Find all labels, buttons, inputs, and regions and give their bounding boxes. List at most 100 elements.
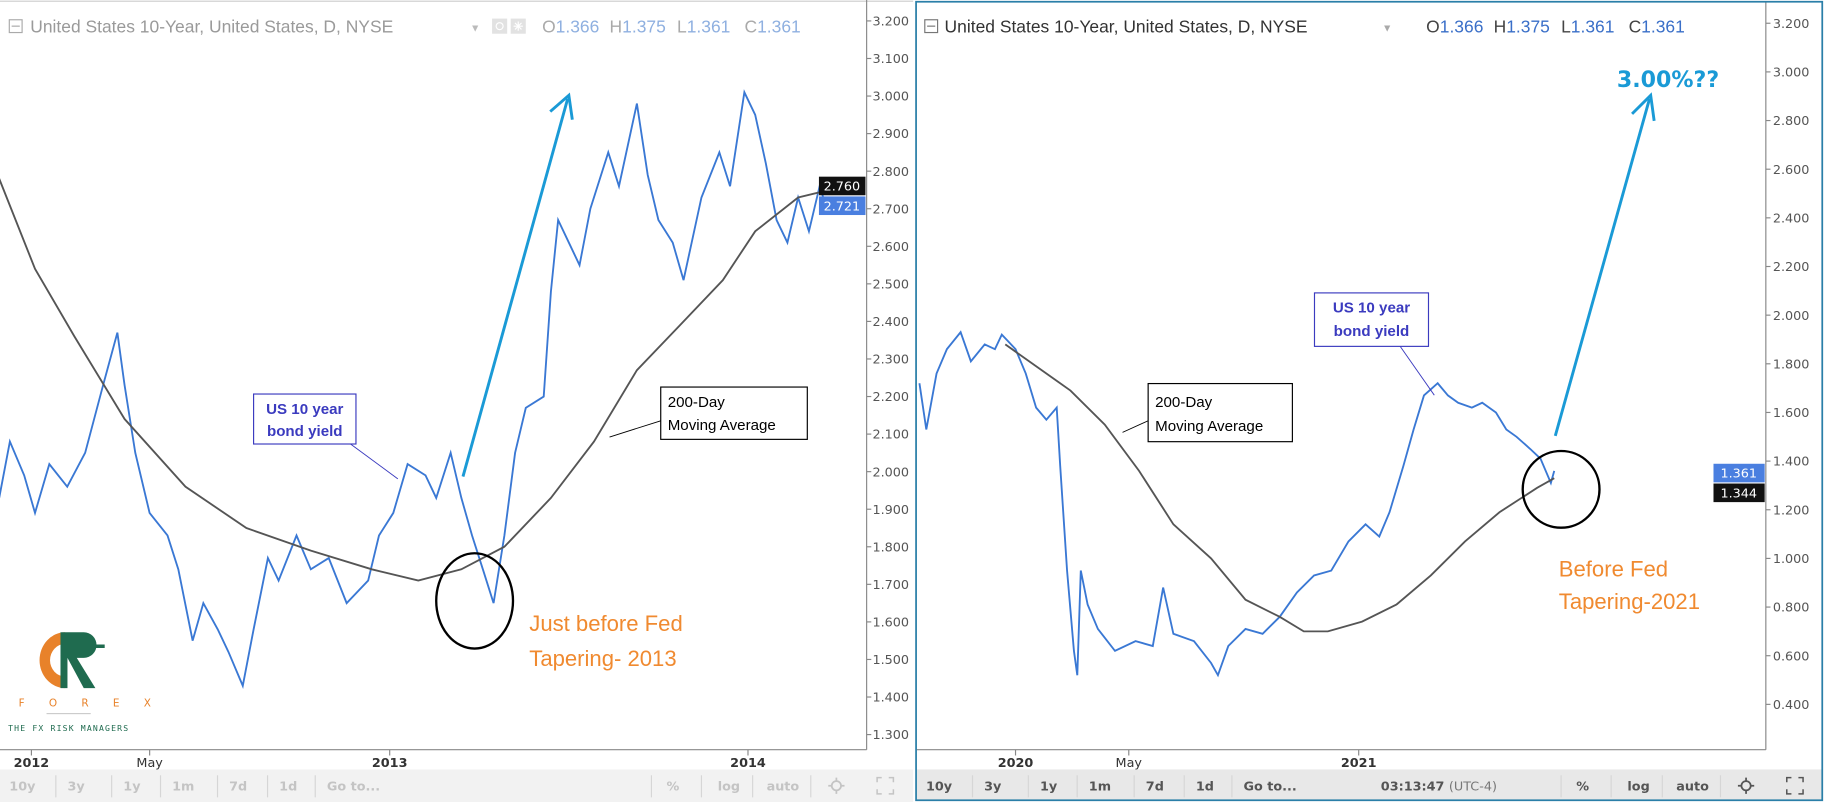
- x-tick-label: May: [1116, 756, 1143, 771]
- settings-gear-icon[interactable]: [828, 777, 845, 794]
- settings-gear-icon[interactable]: [1737, 777, 1755, 794]
- range-button-1y[interactable]: 1y: [123, 779, 141, 794]
- left-x-axis[interactable]: 2012 May 2013 2014: [14, 749, 766, 771]
- y-tick-label: 2.200: [1773, 260, 1810, 275]
- dropdown-caret-icon[interactable]: ▼: [470, 23, 480, 34]
- svg-text:Moving Average: Moving Average: [1155, 418, 1263, 435]
- left-y-axis[interactable]: 3.200 3.100 3.000 2.900 2.800 2.700 2.600 2.500…: [866, 15, 909, 744]
- svg-text:1.361: 1.361: [1720, 467, 1757, 482]
- visibility-icon[interactable]: [492, 18, 508, 34]
- ohlc-l: L1.361: [677, 17, 730, 37]
- svg-text:Just before Fed: Just before Fed: [529, 611, 682, 636]
- scale-button-auto[interactable]: auto: [767, 779, 800, 794]
- yield-leader-line: [348, 442, 399, 480]
- moving-average-line: [0, 178, 845, 582]
- svg-text:F O R E X: F O R E X: [19, 698, 162, 710]
- left-arrow-head: [549, 92, 574, 120]
- y-tick-label: 1.400: [872, 691, 909, 706]
- svg-text:bond yield: bond yield: [267, 423, 343, 440]
- crforex-logo: F O R E X THE FX RISK MANAGERS: [8, 632, 162, 733]
- range-button-10y[interactable]: 10y: [926, 779, 953, 794]
- fullscreen-icon[interactable]: [1786, 776, 1804, 795]
- yield-price-line: [0, 89, 846, 689]
- y-tick-label: 2.400: [1773, 212, 1810, 227]
- range-button-goto[interactable]: Go to...: [1244, 779, 1297, 794]
- range-button-1d[interactable]: 1d: [279, 779, 297, 794]
- clock-readout[interactable]: 03:13:47 (UTC-4): [1381, 779, 1497, 794]
- legend-collapse-icon[interactable]: [924, 19, 939, 34]
- x-tick-label: 2020: [998, 756, 1034, 771]
- left-ohlc-values: O1.366 H1.375 L1.361 C1.361: [542, 17, 801, 37]
- svg-text:2.721: 2.721: [824, 199, 861, 214]
- svg-text:1.344: 1.344: [1720, 486, 1757, 501]
- range-button-3y[interactable]: 3y: [984, 779, 1002, 794]
- yield-label-box: [1313, 292, 1430, 347]
- right-plot-area[interactable]: [918, 330, 1556, 678]
- right-x-axis[interactable]: 2020 May 2021: [998, 749, 1377, 771]
- range-button-1y[interactable]: 1y: [1040, 779, 1058, 794]
- ohlc-c: C1.361: [1629, 17, 1685, 37]
- y-tick-label: 2.000: [1773, 309, 1810, 324]
- scale-button-log[interactable]: log: [1627, 779, 1649, 794]
- ohlc-h: H1.375: [1494, 17, 1550, 37]
- right-bottom-toolbar: [916, 769, 1823, 801]
- range-button-1m[interactable]: 1m: [172, 779, 194, 794]
- ohlc-o: O1.366: [1426, 17, 1483, 37]
- svg-text:Before Fed: Before Fed: [1559, 557, 1668, 582]
- y-tick-label: 2.300: [872, 353, 909, 368]
- svg-text:THE FX RISK MANAGERS: THE FX RISK MANAGERS: [8, 723, 129, 733]
- y-tick-label: 1.800: [1773, 357, 1810, 372]
- y-tick-label: 0.800: [1773, 601, 1810, 616]
- ma-leader-line: [1122, 420, 1149, 433]
- legend-collapse-icon[interactable]: [8, 19, 23, 34]
- right-symbol-title[interactable]: United States 10-Year, United States, D,…: [945, 17, 1308, 37]
- left-last-price-tag: [818, 196, 866, 216]
- right-ohlc-values: O1.366 H1.375 L1.361 C1.361: [1426, 17, 1685, 37]
- scale-button-percent[interactable]: %: [1576, 779, 1589, 794]
- svg-text:bond yield: bond yield: [1334, 323, 1410, 340]
- y-tick-label: 1.500: [872, 653, 909, 668]
- range-button-7d[interactable]: 7d: [1146, 779, 1164, 794]
- y-tick-label: 1.400: [1773, 455, 1810, 470]
- y-tick-label: 2.900: [872, 127, 909, 142]
- x-tick-label: 2021: [1341, 756, 1377, 771]
- range-button-3y[interactable]: 3y: [67, 779, 85, 794]
- svg-text:Tapering- 2013: Tapering- 2013: [529, 646, 676, 671]
- right-last-price-tag: [1713, 463, 1765, 483]
- svg-text:US 10 year: US 10 year: [266, 401, 343, 418]
- range-button-1m[interactable]: 1m: [1089, 779, 1111, 794]
- fullscreen-icon[interactable]: [876, 776, 895, 795]
- scale-button-log[interactable]: log: [718, 779, 740, 794]
- dropdown-caret-icon[interactable]: ▼: [1382, 23, 1392, 34]
- svg-text:Moving Average: Moving Average: [668, 417, 776, 434]
- left-symbol-title[interactable]: United States 10-Year, United States, D,…: [30, 17, 393, 37]
- svg-text:Tapering-2021: Tapering-2021: [1559, 589, 1700, 614]
- y-tick-label: 2.600: [1773, 163, 1810, 178]
- right-annotations: 3.00%?? US 10 year bond yield 200-Day Mo…: [1122, 67, 1719, 614]
- svg-text:200-Day: 200-Day: [668, 394, 726, 411]
- x-tick-label: 2012: [14, 756, 50, 771]
- svg-text:US 10 year: US 10 year: [1333, 300, 1410, 317]
- y-tick-label: 2.700: [872, 202, 909, 217]
- y-tick-label: 2.600: [872, 240, 909, 255]
- y-tick-label: 1.900: [872, 503, 909, 518]
- range-button-10y[interactable]: 10y: [9, 779, 36, 794]
- range-button-7d[interactable]: 7d: [229, 779, 247, 794]
- yield-leader-line: [1399, 344, 1435, 396]
- scale-button-percent[interactable]: %: [667, 779, 680, 794]
- y-tick-label: 1.200: [1773, 503, 1810, 518]
- highlight-circle: [435, 552, 515, 650]
- ohlc-o: O1.366: [542, 17, 599, 37]
- scale-button-auto[interactable]: auto: [1676, 779, 1709, 794]
- right-arrow-head: [1631, 92, 1656, 122]
- range-button-goto[interactable]: Go to...: [327, 779, 380, 794]
- y-tick-label: 3.100: [872, 52, 909, 67]
- range-button-1d[interactable]: 1d: [1196, 779, 1214, 794]
- svg-text:3.00%??: 3.00%??: [1617, 67, 1719, 93]
- yield-label-box: [253, 393, 357, 445]
- left-plot-area[interactable]: [0, 89, 846, 689]
- right-y-axis[interactable]: 3.200 3.000 2.800 2.600 2.400 2.200 2.000 1.800…: [1765, 17, 1810, 713]
- y-tick-label: 1.000: [1773, 552, 1810, 567]
- y-tick-label: 2.000: [872, 465, 909, 480]
